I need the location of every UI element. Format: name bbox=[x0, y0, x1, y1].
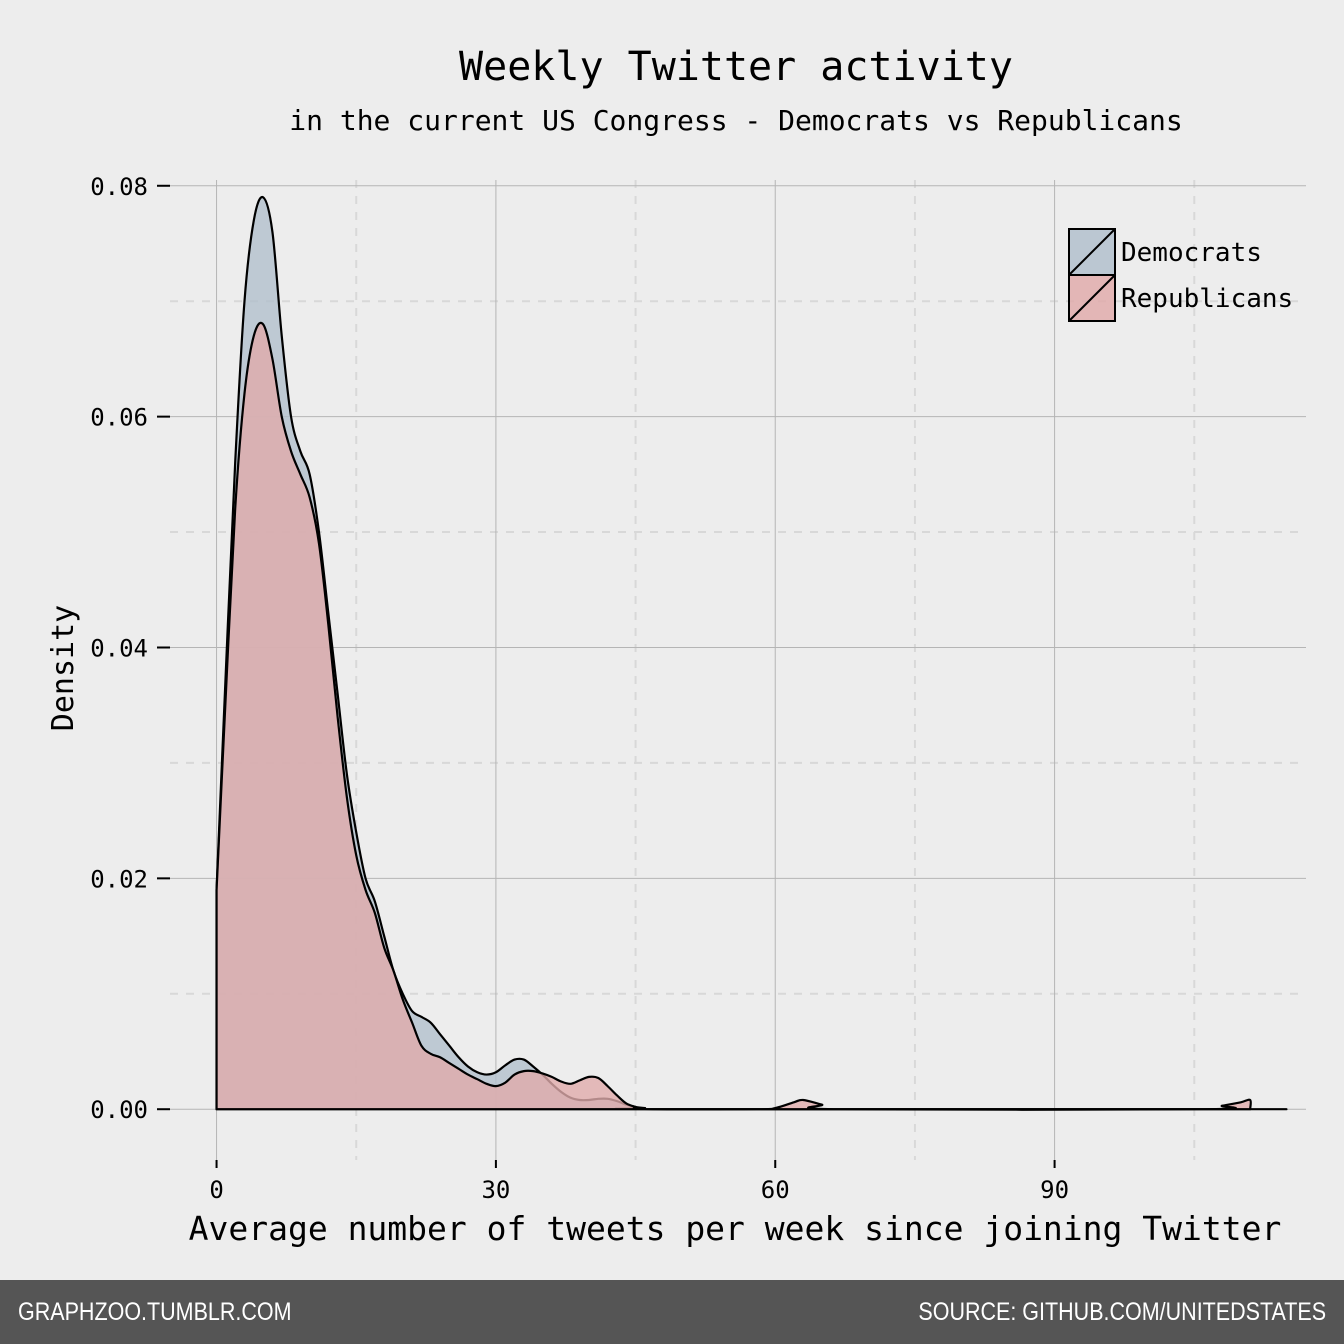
x-axis-label: Average number of tweets per week since … bbox=[189, 1209, 1282, 1248]
y-tick-label: 0.06 bbox=[90, 404, 148, 432]
legend: Democrats Republicans bbox=[1068, 228, 1293, 322]
density-areas bbox=[215, 195, 1288, 1111]
legend-label-democrats: Democrats bbox=[1121, 238, 1262, 268]
x-tick-label: 90 bbox=[1040, 1176, 1069, 1204]
footer-source: SOURCE: GITHUB.COM/UNITEDSTATES bbox=[918, 1297, 1326, 1326]
y-tick-label: 0.02 bbox=[90, 865, 148, 893]
legend-swatch-diagonal bbox=[1068, 228, 1116, 276]
footer-credit: GRAPHZOO.TUMBLR.COM bbox=[18, 1297, 292, 1326]
legend-label-republicans: Republicans bbox=[1121, 284, 1293, 314]
x-tick-label: 30 bbox=[481, 1176, 510, 1204]
y-tick-label: 0.00 bbox=[90, 1096, 148, 1124]
chart-title: Weekly Twitter activity bbox=[459, 44, 1013, 90]
x-axis: 0 30 60 90 bbox=[209, 1160, 1069, 1204]
y-tick-label: 0.08 bbox=[90, 173, 148, 201]
y-tick-label: 0.04 bbox=[90, 634, 148, 662]
density-chart: Weekly Twitter activity in the current U… bbox=[46, 44, 1306, 1248]
footer-bar: GRAPHZOO.TUMBLR.COM SOURCE: GITHUB.COM/U… bbox=[0, 1280, 1344, 1344]
density-area-republicans bbox=[215, 321, 1252, 1111]
x-tick-label: 60 bbox=[761, 1176, 790, 1204]
y-axis: 0.00 0.02 0.04 0.06 0.08 bbox=[90, 173, 170, 1124]
legend-swatch-diagonal bbox=[1068, 274, 1116, 322]
minor-grid bbox=[170, 180, 1306, 1160]
x-tick-label: 0 bbox=[209, 1176, 223, 1204]
y-axis-label: Density bbox=[46, 605, 81, 731]
chart-subtitle: in the current US Congress - Democrats v… bbox=[289, 104, 1182, 137]
